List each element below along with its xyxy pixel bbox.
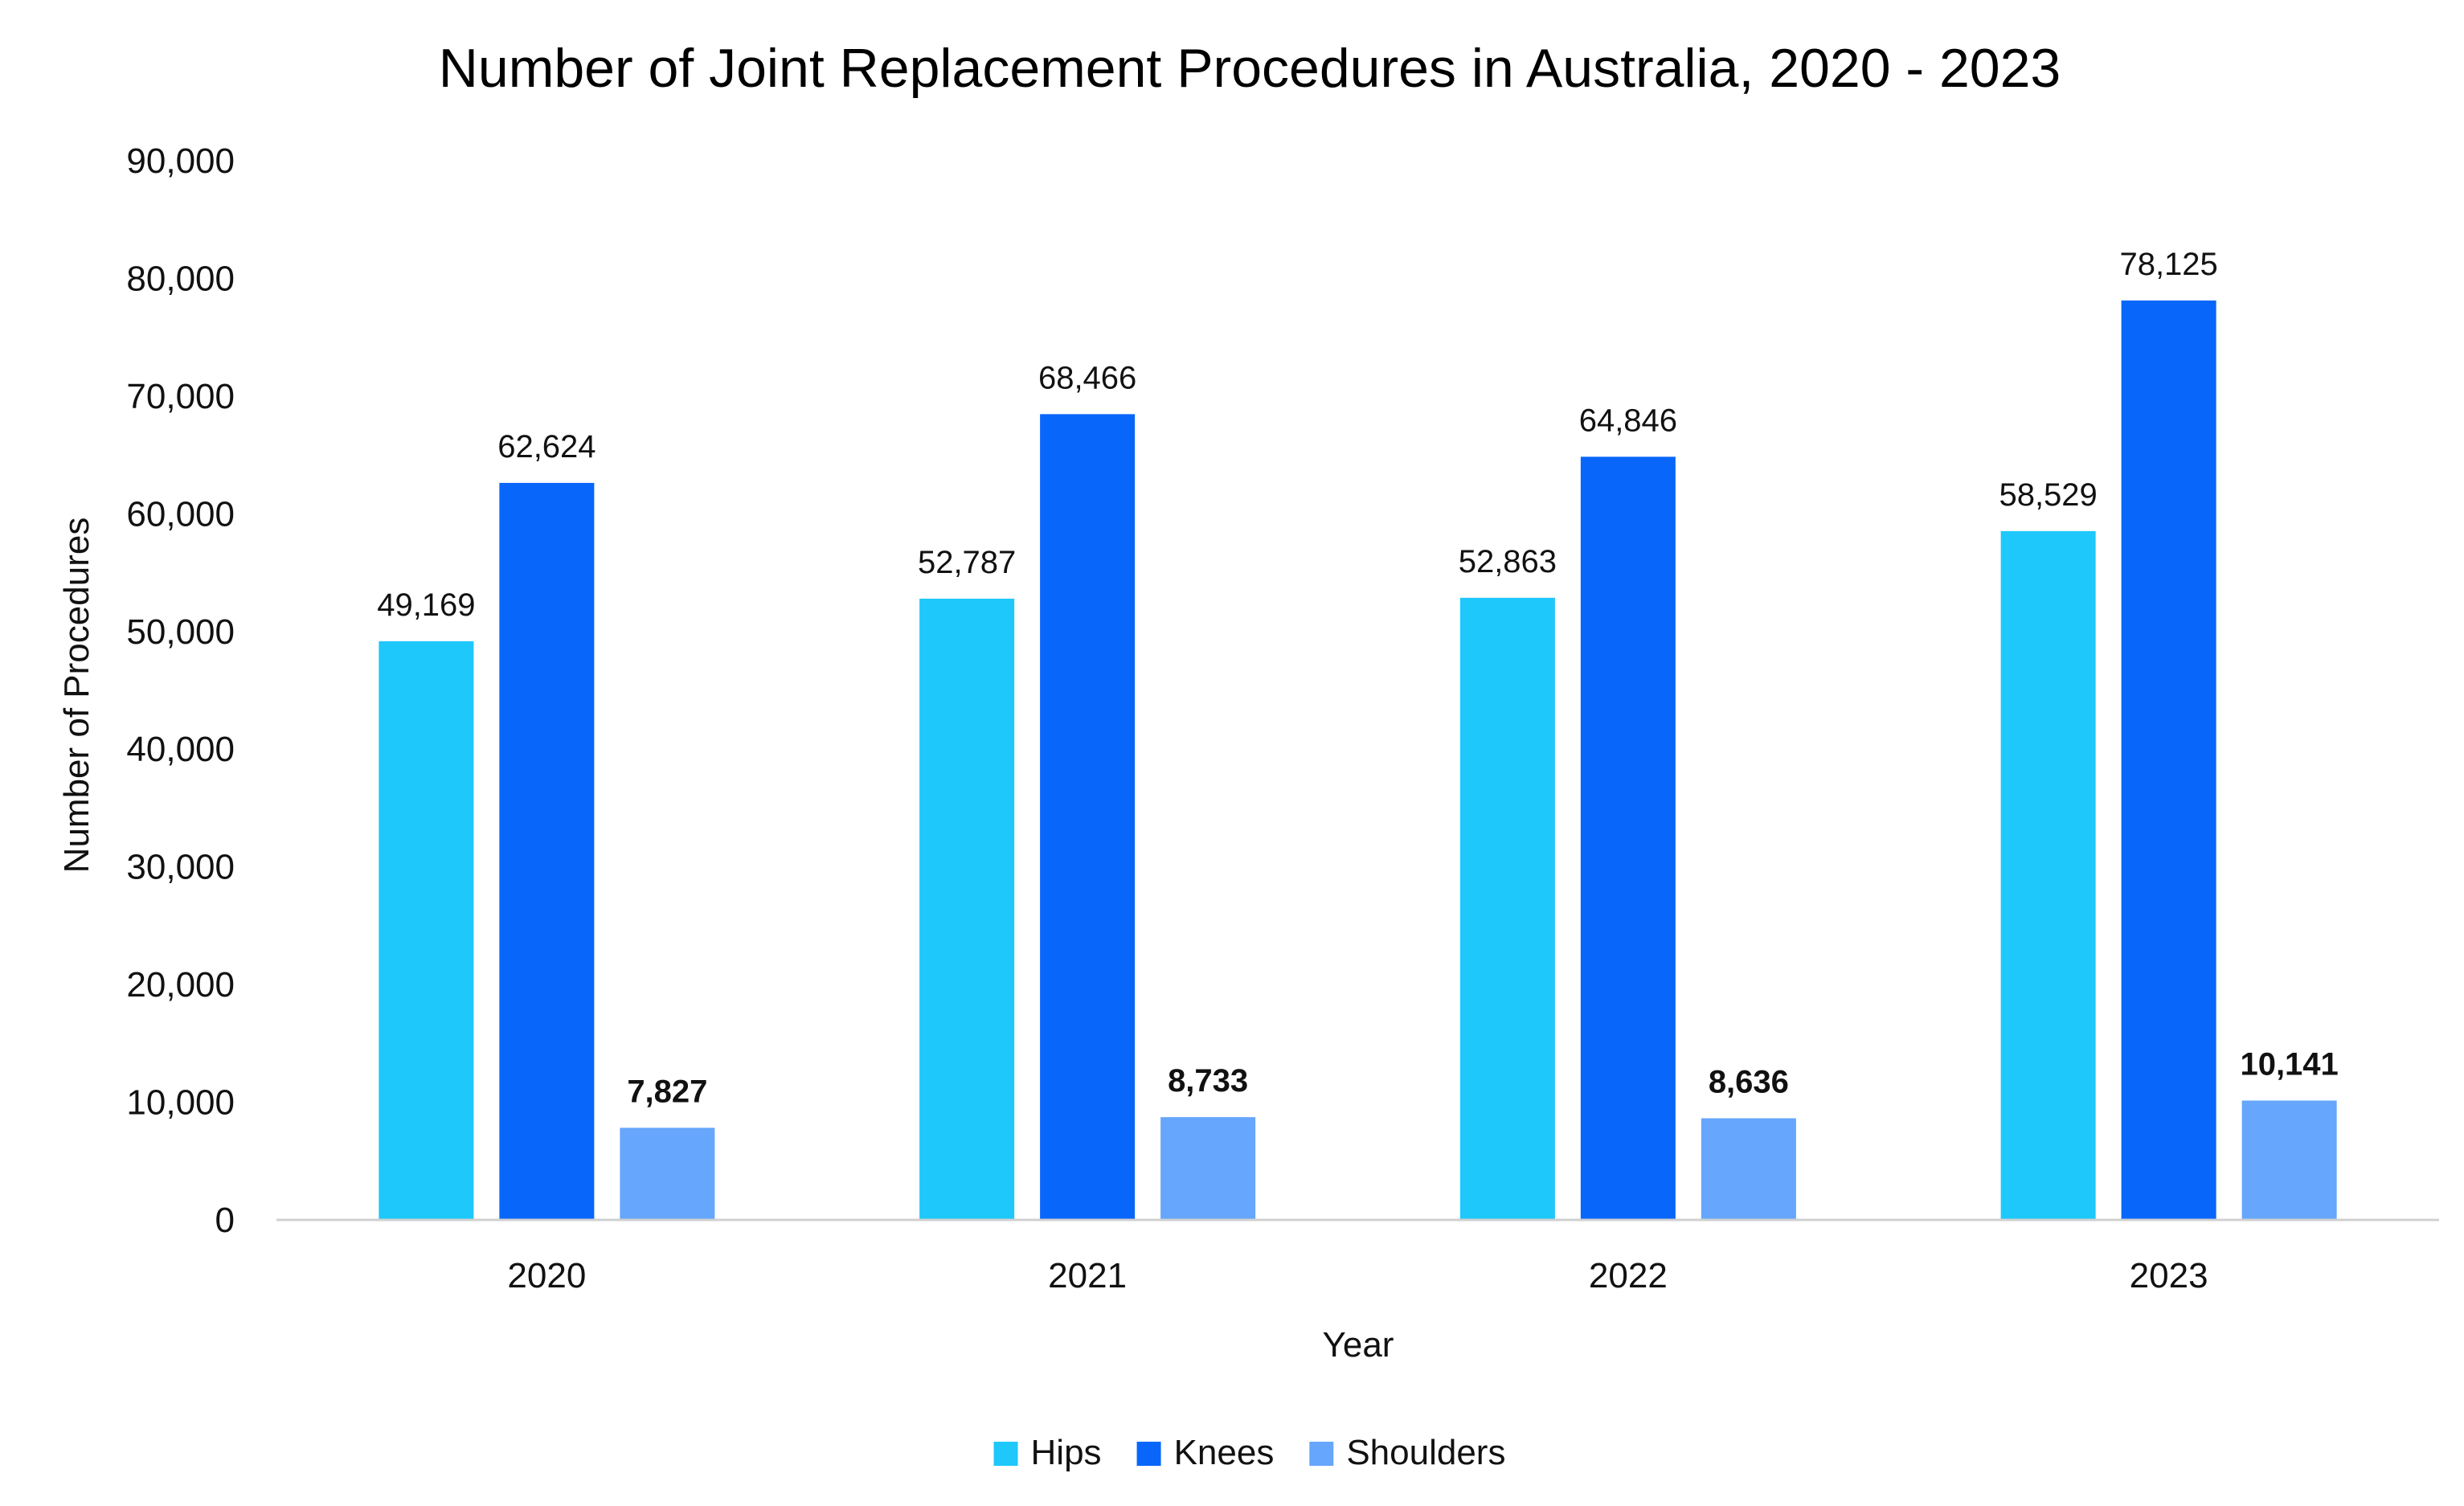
legend-item-hips: Hips [993, 1433, 1102, 1472]
bar-shoulders-2020 [620, 1127, 715, 1220]
data-labels: 49,169 62,624 7,827 52,787 68,466 8,733 52,863… [377, 247, 2339, 1109]
data-label-knees-2021: 68,466 [1038, 360, 1136, 395]
y-tick-label: 60,000 [126, 494, 235, 534]
y-tick-label: 30,000 [126, 848, 235, 887]
y-tick-label: 70,000 [126, 377, 235, 416]
bar-hips-2023 [2000, 530, 2096, 1220]
data-label-shoulders-2021: 8,733 [1168, 1063, 1248, 1099]
y-tick-label: 40,000 [126, 730, 235, 769]
data-label-shoulders-2020: 7,827 [627, 1074, 707, 1109]
x-axis-title: Year [1323, 1325, 1394, 1365]
bar-knees-2022 [1580, 456, 1676, 1220]
legend-label: Knees [1174, 1433, 1275, 1472]
bar-shoulders-2023 [2241, 1100, 2337, 1220]
data-label-shoulders-2023: 10,141 [2240, 1046, 2338, 1082]
data-label-hips-2020: 49,169 [377, 587, 475, 623]
x-tick-label: 2022 [1589, 1256, 1668, 1295]
legend-swatch [1136, 1442, 1161, 1466]
bar-shoulders-2021 [1160, 1117, 1256, 1220]
data-label-knees-2022: 64,846 [1579, 403, 1677, 438]
bar-knees-2020 [499, 482, 595, 1220]
bar-hips-2021 [919, 598, 1015, 1220]
y-tick-label: 50,000 [126, 612, 235, 652]
y-tick-label: 20,000 [126, 965, 235, 1005]
legend-swatch [1309, 1442, 1334, 1466]
y-tick-label: 80,000 [126, 259, 235, 298]
y-axis-ticks: 0 10,000 20,000 30,000 40,000 50,000 60,000 70,… [126, 141, 235, 1240]
data-label-hips-2022: 52,863 [1459, 544, 1557, 579]
x-tick-label: 2020 [507, 1256, 586, 1295]
y-tick-label: 90,000 [126, 141, 235, 181]
bar-knees-2021 [1040, 414, 1136, 1220]
chart-title: Number of Joint Replacement Procedures i… [439, 38, 2061, 99]
data-label-knees-2020: 62,624 [497, 429, 596, 464]
data-label-hips-2023: 58,529 [1999, 477, 2097, 513]
x-tick-label: 2021 [1048, 1256, 1127, 1295]
y-tick-label: 10,000 [126, 1083, 235, 1123]
legend-label: Hips [1031, 1433, 1102, 1472]
y-axis-title: Number of Procedures [57, 518, 96, 874]
bar-hips-2020 [379, 640, 474, 1220]
data-label-hips-2021: 52,787 [918, 545, 1016, 580]
legend-label: Shoulders [1346, 1433, 1505, 1472]
legend: Hips Knees Shoulders [993, 1433, 1505, 1472]
x-tick-label: 2023 [2130, 1256, 2208, 1295]
bars [379, 300, 2337, 1220]
x-axis-ticks: 2020 2021 2022 2023 [507, 1256, 2208, 1295]
bar-shoulders-2022 [1701, 1118, 1796, 1220]
data-label-knees-2023: 78,125 [2119, 247, 2217, 282]
bar-knees-2023 [2121, 300, 2216, 1220]
bar-hips-2022 [1459, 597, 1555, 1220]
y-tick-label: 0 [215, 1201, 235, 1240]
data-label-shoulders-2022: 8,636 [1709, 1065, 1789, 1100]
legend-item-knees: Knees [1136, 1433, 1275, 1472]
legend-swatch [993, 1442, 1018, 1466]
legend-item-shoulders: Shoulders [1309, 1433, 1505, 1472]
